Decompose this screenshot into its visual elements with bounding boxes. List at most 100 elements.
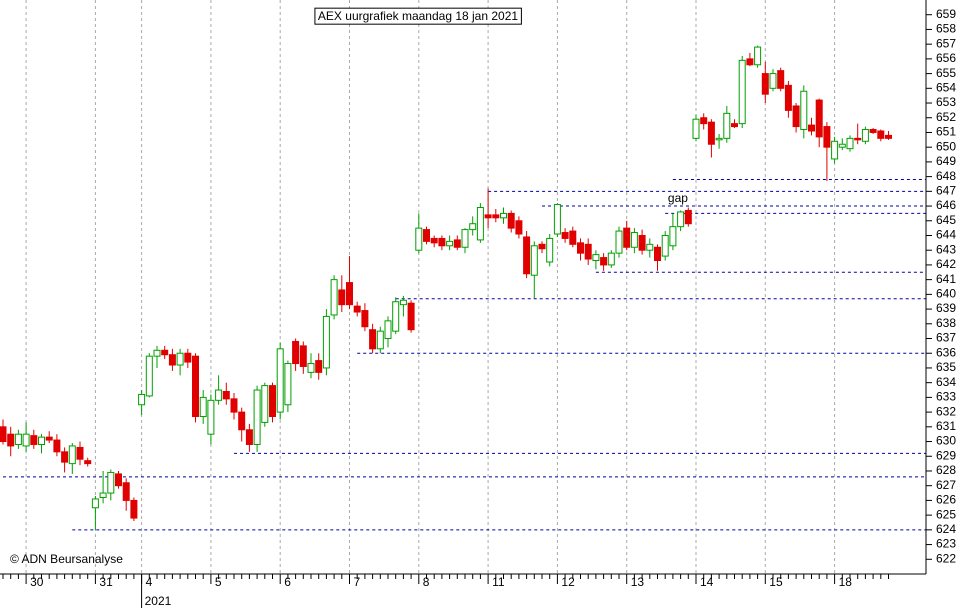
candle-body	[461, 229, 469, 248]
y-tick-label: 639	[936, 301, 956, 315]
candle-body	[523, 236, 531, 275]
candle-body	[199, 396, 207, 418]
candle-body	[661, 234, 669, 257]
candle-body	[500, 212, 507, 219]
candle-body	[145, 355, 153, 397]
candle-body	[361, 310, 369, 328]
candle-body	[7, 433, 15, 447]
candle-body	[476, 207, 484, 241]
candle-body	[584, 243, 592, 260]
y-tick-label: 640	[936, 287, 956, 301]
y-tick-label: 642	[936, 257, 956, 271]
y-tick-label: 656	[936, 51, 956, 65]
candle-body	[731, 123, 738, 128]
candle-body	[184, 352, 192, 363]
candle-body	[176, 352, 184, 366]
candle-body	[30, 435, 38, 445]
candle-body	[569, 230, 577, 245]
y-tick-label: 637	[936, 331, 956, 345]
candle-body	[453, 239, 461, 248]
y-tick-label: 654	[936, 80, 956, 94]
candle-body	[276, 348, 284, 413]
candle-body	[723, 112, 731, 139]
candle-body	[507, 212, 515, 229]
candle-body	[215, 389, 223, 401]
annotation: gap	[668, 191, 688, 205]
candle-body	[138, 393, 146, 406]
y-tick-label: 650	[936, 139, 956, 153]
candle-body	[292, 340, 300, 365]
y-tick-label: 624	[936, 522, 956, 536]
candle-body	[800, 90, 808, 131]
x-tick-label: 6	[284, 575, 291, 589]
candle-body	[630, 232, 638, 248]
candle-body	[299, 345, 307, 367]
candle-body	[192, 355, 199, 418]
y-tick-label: 632	[936, 404, 956, 418]
candle-body	[84, 460, 92, 465]
y-tick-label: 645	[936, 213, 956, 227]
candle-body	[153, 349, 161, 357]
candle-body	[538, 243, 546, 250]
y-tick-label: 628	[936, 463, 956, 477]
candle-body	[68, 445, 76, 465]
y-tick-label: 647	[936, 184, 956, 198]
y-tick-label: 652	[936, 110, 956, 124]
candle-body	[777, 70, 785, 89]
candle-body	[430, 237, 438, 244]
candle-body	[831, 140, 839, 160]
candle-body	[107, 471, 115, 494]
candle-body	[338, 289, 346, 306]
candle-body	[607, 252, 615, 266]
candle-body	[692, 118, 700, 139]
candle-body	[846, 137, 854, 150]
y-tick-label: 627	[936, 478, 956, 492]
y-tick-label: 648	[936, 169, 956, 183]
candle-body	[315, 360, 323, 373]
candle-body	[823, 126, 831, 148]
y-tick-label: 649	[936, 154, 956, 168]
candle-body	[615, 230, 623, 254]
candle-body	[253, 389, 261, 445]
chart-title: AEX uurgrafiek maandag 18 jan 2021	[318, 9, 518, 23]
candle-body	[769, 73, 777, 89]
y-tick-label: 625	[936, 507, 956, 521]
y-tick-label: 635	[936, 360, 956, 374]
y-tick-label: 644	[936, 228, 956, 242]
candle-body	[592, 254, 600, 262]
y-tick-label: 623	[936, 537, 956, 551]
y-tick-label: 658	[936, 22, 956, 36]
x-tick-label: 7	[354, 575, 361, 589]
candle-body	[245, 429, 253, 445]
candle-body	[808, 124, 815, 132]
candle-body	[415, 227, 423, 251]
candle-body	[715, 137, 723, 141]
candle-body	[161, 349, 169, 356]
x-tick-label: 8	[423, 575, 430, 589]
candle-body	[230, 398, 238, 413]
y-tick-label: 641	[936, 272, 956, 286]
candle-body	[861, 129, 869, 142]
candle-body	[407, 302, 415, 331]
y-tick-label: 633	[936, 390, 956, 404]
candle-body	[577, 242, 584, 254]
candle-body	[638, 234, 646, 251]
candle-body	[792, 105, 800, 128]
candle-body	[669, 226, 677, 247]
candle-body	[99, 492, 107, 498]
candle-body	[746, 58, 754, 66]
candle-body	[22, 433, 30, 447]
candle-body	[353, 305, 361, 313]
y-tick-label: 638	[936, 316, 956, 330]
candle-body	[515, 220, 523, 235]
candle-body	[330, 279, 338, 316]
candle-body	[307, 363, 315, 373]
y-tick-label: 630	[936, 434, 956, 448]
candle-body	[130, 499, 138, 519]
y-tick-label: 622	[936, 551, 956, 565]
candle-body	[885, 134, 892, 139]
y-tick-label: 653	[936, 95, 956, 109]
y-tick-label: 655	[936, 66, 956, 80]
candle-body	[0, 426, 7, 443]
